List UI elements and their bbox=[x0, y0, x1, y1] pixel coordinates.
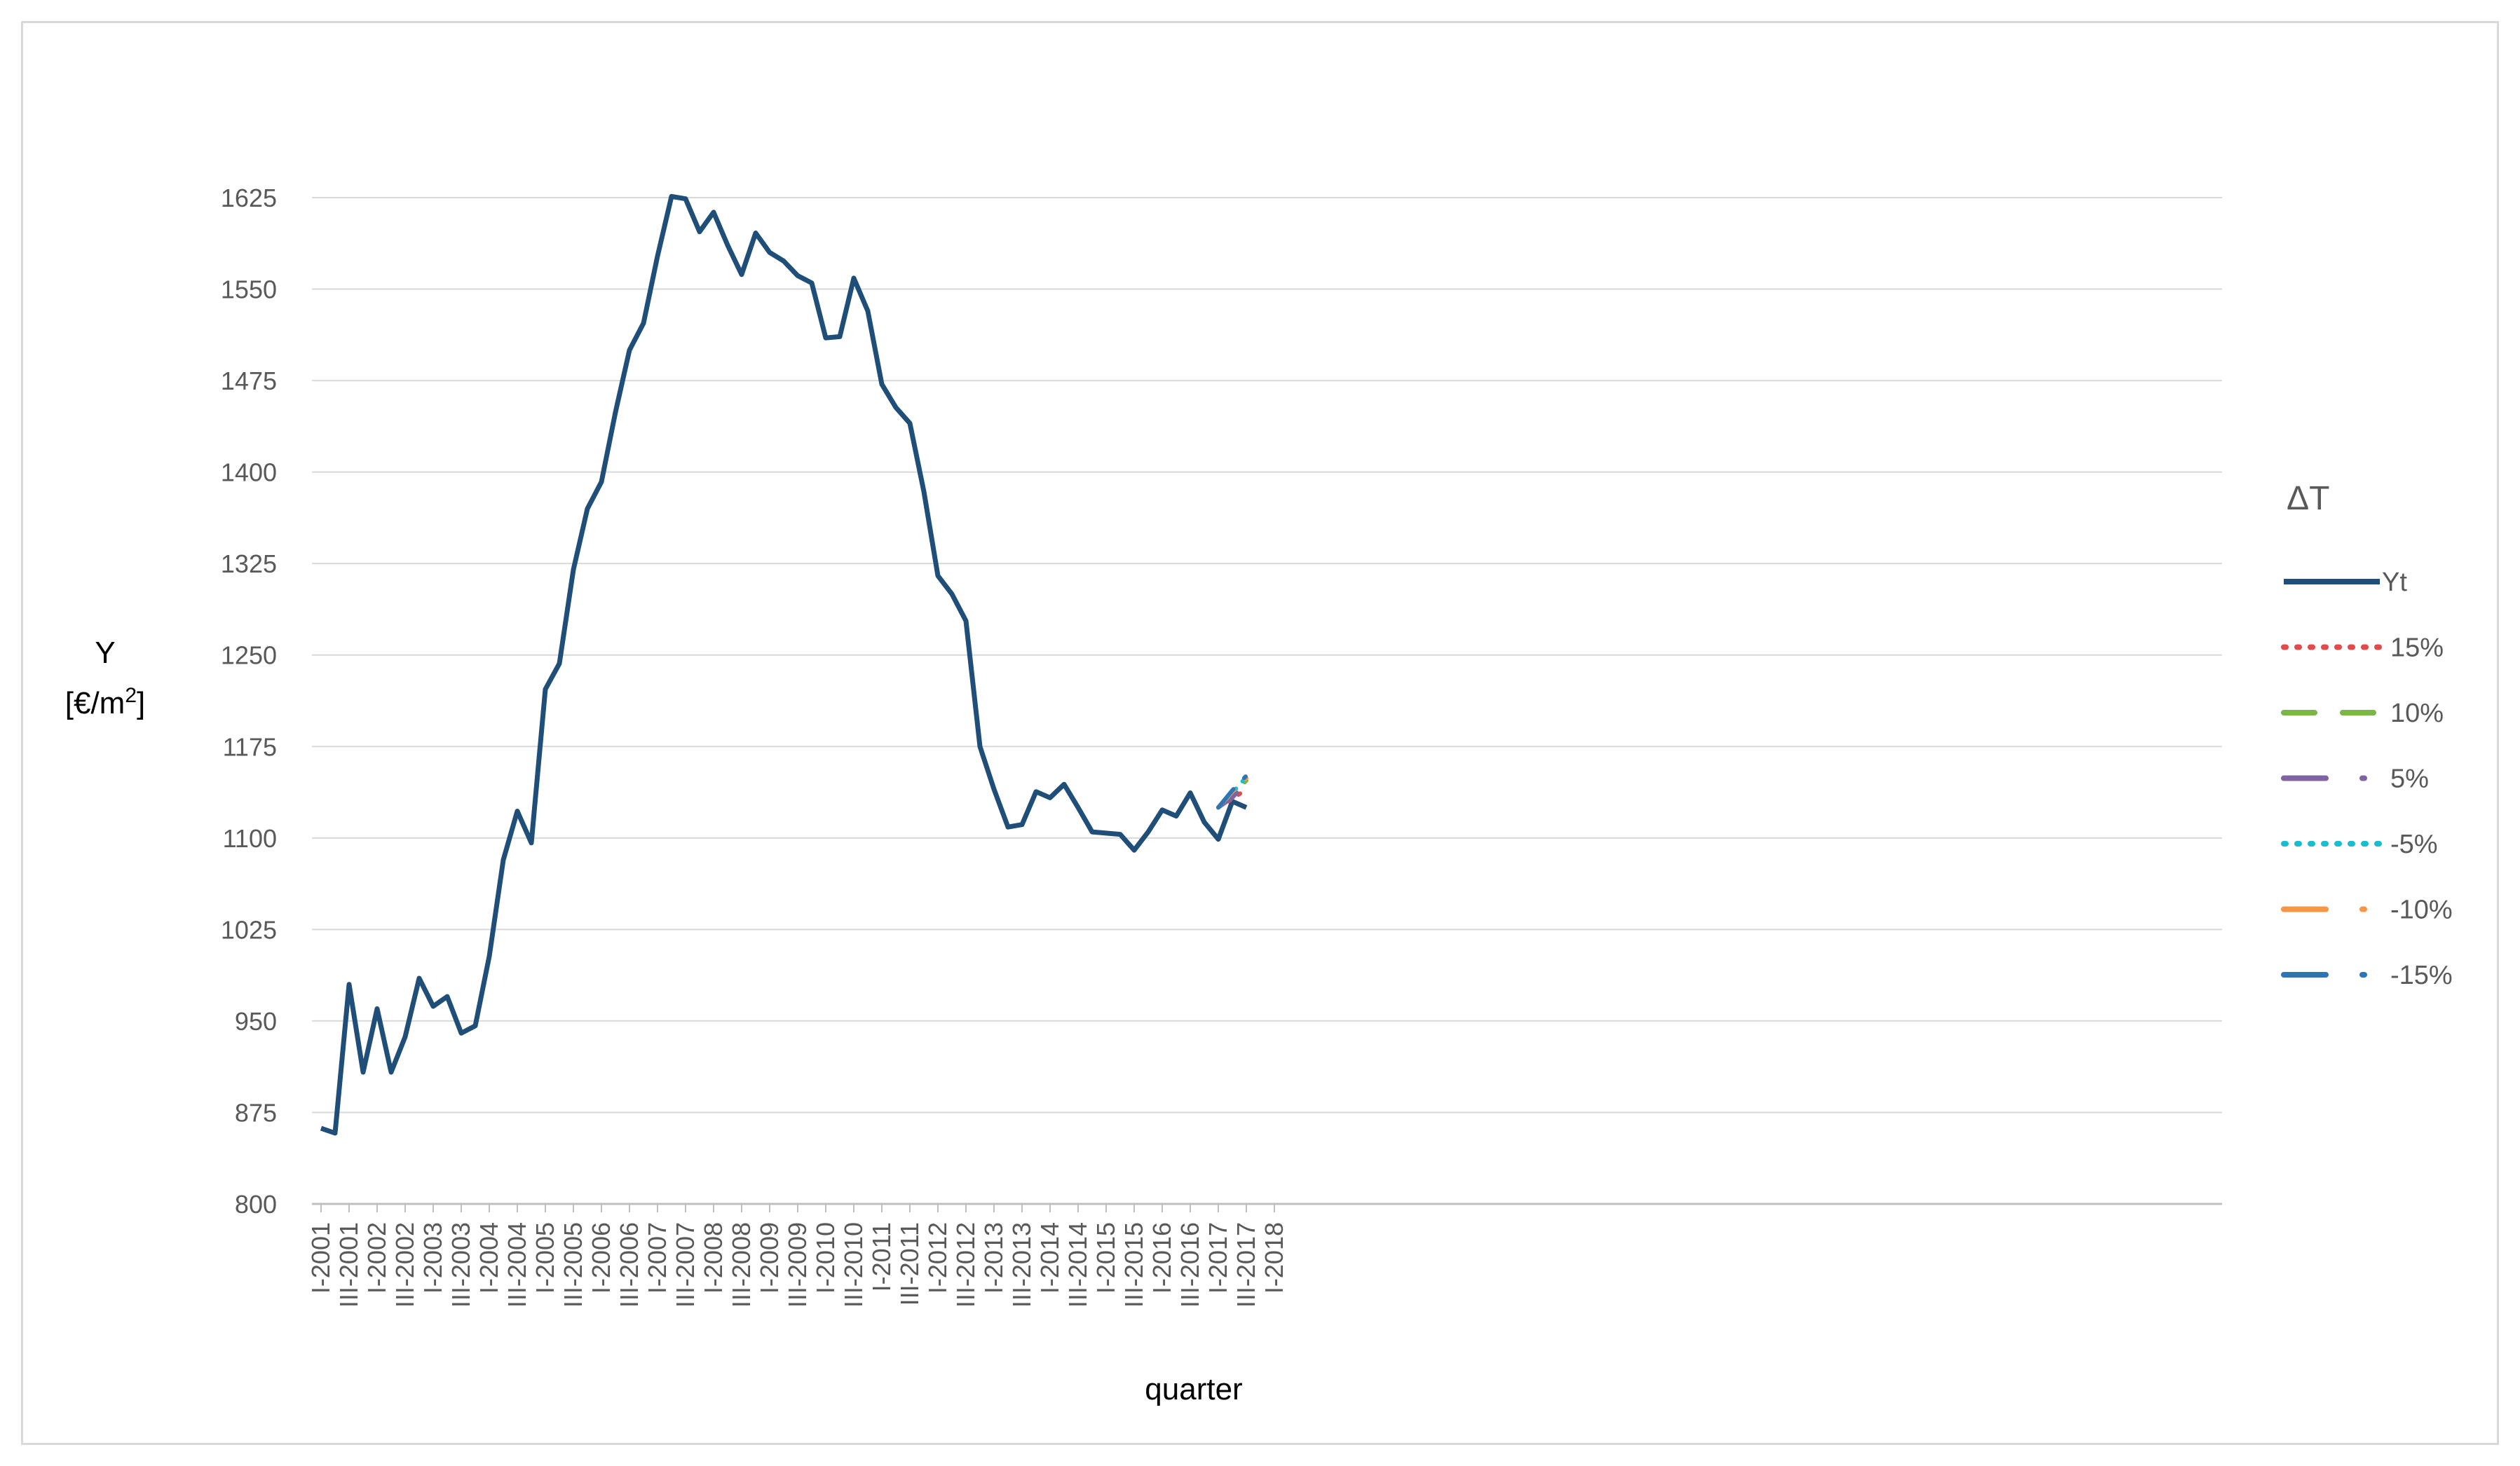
x-tick-label: III-2003 bbox=[447, 1222, 475, 1308]
x-tick-label: I-2017 bbox=[1204, 1222, 1232, 1294]
x-tick-label: I-2015 bbox=[1091, 1222, 1120, 1294]
legend-label: 10% bbox=[2390, 699, 2444, 728]
x-tick-label: I-2009 bbox=[755, 1222, 784, 1294]
x-tick-label: I-2001 bbox=[306, 1222, 335, 1294]
y-tick-label: 1475 bbox=[221, 366, 277, 395]
x-tick-label: I-2008 bbox=[699, 1222, 728, 1294]
legend-label: -15% bbox=[2390, 961, 2453, 990]
x-tick-label: III-2005 bbox=[559, 1222, 587, 1308]
x-tick-label: III-2014 bbox=[1063, 1222, 1092, 1308]
x-tick-label: III-2007 bbox=[671, 1222, 700, 1308]
y-tick-label: 875 bbox=[235, 1098, 277, 1127]
x-tick-label: III-2016 bbox=[1176, 1222, 1204, 1308]
legend-label: 15% bbox=[2390, 633, 2444, 663]
y-tick-label: 950 bbox=[235, 1007, 277, 1036]
x-tick-label: III-2006 bbox=[615, 1222, 643, 1308]
legend-label: -10% bbox=[2390, 896, 2453, 925]
x-tick-label: III-2012 bbox=[951, 1222, 980, 1308]
y-tick-label: 1250 bbox=[221, 641, 277, 670]
gridlines bbox=[312, 197, 2222, 1205]
x-tick-label: I-2006 bbox=[587, 1222, 615, 1294]
series-line-15pct bbox=[1216, 787, 1248, 810]
x-tick-label: III-2015 bbox=[1119, 1222, 1148, 1308]
y-axis-unit: [€/m2] bbox=[65, 684, 146, 720]
x-tick-label: III-2017 bbox=[1232, 1222, 1260, 1308]
x-tick-label: I-2013 bbox=[979, 1222, 1008, 1294]
x-axis-label: quarter bbox=[1145, 1372, 1242, 1406]
x-tick-label: I-2007 bbox=[643, 1222, 672, 1294]
x-tick-label: I-2014 bbox=[1035, 1222, 1064, 1294]
legend-label: -5% bbox=[2390, 830, 2438, 859]
legend-label: Yt bbox=[2382, 568, 2407, 597]
x-tick-label: III-2013 bbox=[1007, 1222, 1036, 1308]
series-line--5pct bbox=[1216, 774, 1248, 810]
y-axis-label: Y bbox=[95, 636, 115, 670]
legend: Yt 15% 10% 5% -5% -10% -15% bbox=[2281, 568, 2453, 990]
y-tick-label: 1400 bbox=[221, 458, 277, 487]
x-tick-label: III-2009 bbox=[783, 1222, 812, 1308]
series-line-Yt bbox=[320, 193, 1248, 1136]
y-tick-label: 1325 bbox=[221, 549, 277, 578]
y-tick-label: 800 bbox=[235, 1190, 277, 1219]
x-tick-label: I-2018 bbox=[1260, 1222, 1288, 1294]
y-tick-label: 1175 bbox=[223, 732, 277, 761]
x-tick-label: III-2001 bbox=[334, 1222, 363, 1308]
x-tick-label: III-2010 bbox=[839, 1222, 868, 1308]
y-tick-label: 1625 bbox=[221, 184, 277, 212]
x-tick-label: I-2005 bbox=[531, 1222, 559, 1294]
x-tick-label: I-2011 bbox=[867, 1222, 896, 1292]
series-line--15pct bbox=[1216, 774, 1248, 810]
x-tick-label: I-2010 bbox=[811, 1222, 840, 1294]
x-tick-label: III-2011 bbox=[895, 1222, 924, 1306]
x-tick-label: I-2016 bbox=[1147, 1222, 1176, 1294]
x-tick-label: I-2012 bbox=[923, 1222, 952, 1294]
x-tick-label: I-2004 bbox=[475, 1222, 503, 1294]
y-tick-labels: 800 875 950 1025 1100 1175 1250 1325 1400 1475 155… bbox=[221, 184, 277, 1219]
legend-label: 5% bbox=[2390, 765, 2429, 794]
x-tick-labels: I-2001 III-2001 I-2002 III-2002 I-2003 III-20… bbox=[306, 1204, 1288, 1308]
legend-title: ΔT bbox=[2287, 480, 2329, 517]
x-tick-label: III-2002 bbox=[390, 1222, 419, 1308]
x-tick-label: III-2004 bbox=[503, 1222, 531, 1308]
y-tick-label: 1100 bbox=[223, 824, 277, 853]
x-tick-label: I-2002 bbox=[362, 1222, 391, 1294]
series-lines bbox=[320, 193, 1248, 1136]
y-tick-label: 1550 bbox=[221, 275, 277, 304]
chart-frame bbox=[21, 21, 2499, 1445]
x-tick-label: III-2008 bbox=[727, 1222, 756, 1308]
x-tick-label: I-2003 bbox=[418, 1222, 447, 1294]
y-tick-label: 1025 bbox=[221, 915, 277, 944]
